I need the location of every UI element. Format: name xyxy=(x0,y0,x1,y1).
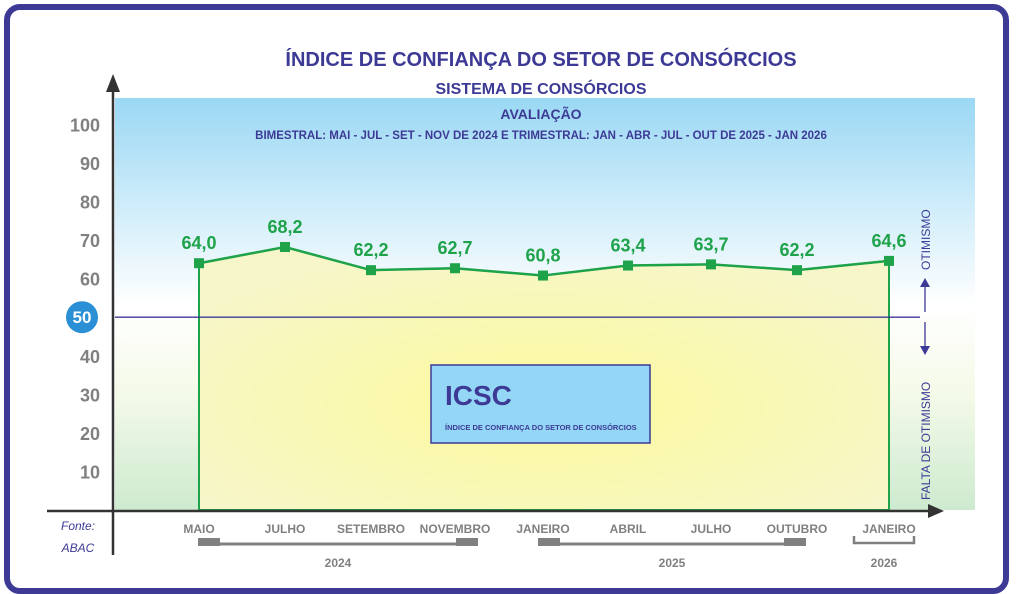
x-tick-label: SETEMBRO xyxy=(337,522,405,536)
data-point xyxy=(538,270,548,281)
year-bracket-end xyxy=(198,538,220,546)
chart-subtitle: SISTEMA DE CONSÓRCIOS xyxy=(436,79,647,98)
legend-box: ICSC ÍNDICE DE CONFIANÇA DO SETOR DE CON… xyxy=(430,364,651,444)
down-arrow-icon xyxy=(920,346,930,355)
evaluation-title: AVALIAÇÃO xyxy=(500,105,581,122)
x-tick-label: NOVEMBRO xyxy=(420,522,491,536)
y-tick-label: 60 xyxy=(80,270,100,290)
data-point xyxy=(450,263,460,274)
data-point xyxy=(366,265,376,276)
year-bracket-end xyxy=(456,538,478,546)
legend-title: ICSC xyxy=(445,380,512,411)
x-tick-label: JANEIRO xyxy=(862,522,915,536)
y-tick-label: 80 xyxy=(80,193,100,213)
y-tick-label: 70 xyxy=(80,231,100,251)
upper-label: OTIMISMO xyxy=(919,209,933,270)
data-point xyxy=(280,242,290,253)
chart: 64,0 MAIO 68,2 JULHO 62,2 SETEMBRO 62,7 NOVEMBR… xyxy=(47,47,975,570)
data-point xyxy=(792,265,802,276)
data-point xyxy=(194,258,204,269)
x-tick-label: JANEIRO xyxy=(516,522,569,536)
legend-subtitle: ÍNDICE DE CONFIANÇA DO SETOR DE CONSÓRCI… xyxy=(445,423,637,432)
chart-title: ÍNDICE DE CONFIANÇA DO SETOR DE CONSÓRCI… xyxy=(285,47,796,71)
data-label: 63,7 xyxy=(693,234,728,254)
y-tick-label: 90 xyxy=(80,154,100,174)
data-label: 64,0 xyxy=(181,233,216,253)
y-tick-label: 20 xyxy=(80,424,100,444)
y-tick-label: 30 xyxy=(80,385,100,405)
y-tick-label: 50 xyxy=(73,308,92,327)
data-label: 68,2 xyxy=(267,217,302,237)
data-label: 62,2 xyxy=(353,240,388,260)
year-label: 2026 xyxy=(871,556,898,570)
source-value: ABAC xyxy=(61,541,95,555)
source-label: Fonte: xyxy=(61,519,95,533)
y-tick-label: 100 xyxy=(70,115,100,135)
x-tick-label: JULHO xyxy=(265,522,306,536)
reference-badge xyxy=(66,301,98,334)
y-tick-label: 10 xyxy=(80,462,100,482)
x-tick-label: MAIO xyxy=(183,522,214,536)
x-axis-arrow-icon xyxy=(928,504,944,518)
data-label: 60,8 xyxy=(525,246,560,266)
year-bracket-end xyxy=(538,538,560,546)
data-label: 62,7 xyxy=(437,238,472,258)
x-tick-label: OUTUBRO xyxy=(767,522,828,536)
data-point xyxy=(706,259,716,270)
data-label: 63,4 xyxy=(610,236,645,256)
year-label: 2025 xyxy=(659,556,686,570)
data-label: 64,6 xyxy=(871,231,906,251)
year-bracket xyxy=(852,536,916,545)
data-point xyxy=(623,260,633,271)
x-tick-label: JULHO xyxy=(691,522,732,536)
y-axis-arrow-icon xyxy=(106,74,120,92)
up-arrow-icon xyxy=(920,278,930,287)
x-tick-label: ABRIL xyxy=(610,522,647,536)
data-point xyxy=(884,255,894,266)
lower-label: FALTA DE OTIMISMO xyxy=(919,382,933,500)
year-label: 2024 xyxy=(325,556,352,570)
evaluation-note: BIMESTRAL: MAI - JUL - SET - NOV DE 2024… xyxy=(255,130,827,142)
year-bracket-end xyxy=(784,538,806,546)
y-tick-label: 40 xyxy=(80,347,100,367)
data-label: 62,2 xyxy=(779,240,814,260)
